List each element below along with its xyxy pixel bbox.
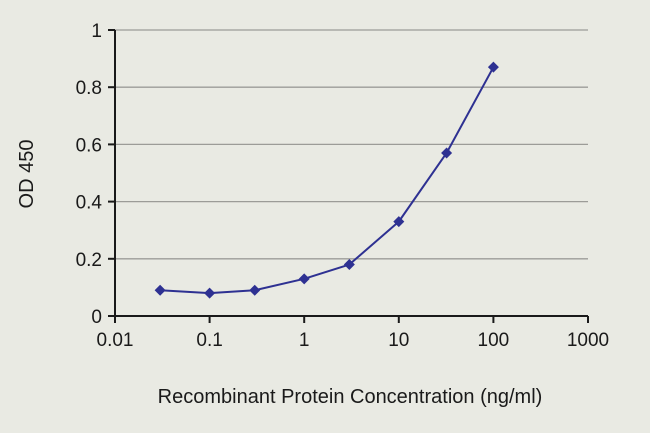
- y-tick-label: 0: [91, 307, 102, 328]
- x-tick-label: 0.01: [97, 330, 134, 351]
- x-axis-title: Recombinant Protein Concentration (ng/ml…: [157, 386, 543, 408]
- data-point-marker: [154, 284, 166, 296]
- y-tick-label: 1: [91, 21, 102, 42]
- data-point-marker: [441, 147, 453, 159]
- y-tick-label: 0.6: [76, 135, 102, 156]
- data-point-marker: [393, 216, 405, 228]
- x-tick-label: 1: [299, 330, 310, 351]
- y-axis-title: OD 450: [16, 139, 38, 209]
- y-tick-label: 0.2: [76, 250, 102, 271]
- x-tick-label: 10: [388, 330, 409, 351]
- x-tick-label: 100: [478, 330, 510, 351]
- series-line: [160, 66, 495, 295]
- y-tick-label: 0.4: [76, 193, 103, 214]
- data-point-marker: [204, 287, 216, 299]
- y-tick-label: 0.8: [76, 78, 102, 99]
- data-point-marker: [343, 259, 355, 271]
- x-tick-label: 1000: [567, 330, 609, 351]
- x-tick-label: 0.1: [196, 330, 222, 351]
- data-point-marker: [298, 273, 310, 285]
- data-point-marker: [249, 284, 261, 296]
- data-point-marker: [487, 61, 499, 73]
